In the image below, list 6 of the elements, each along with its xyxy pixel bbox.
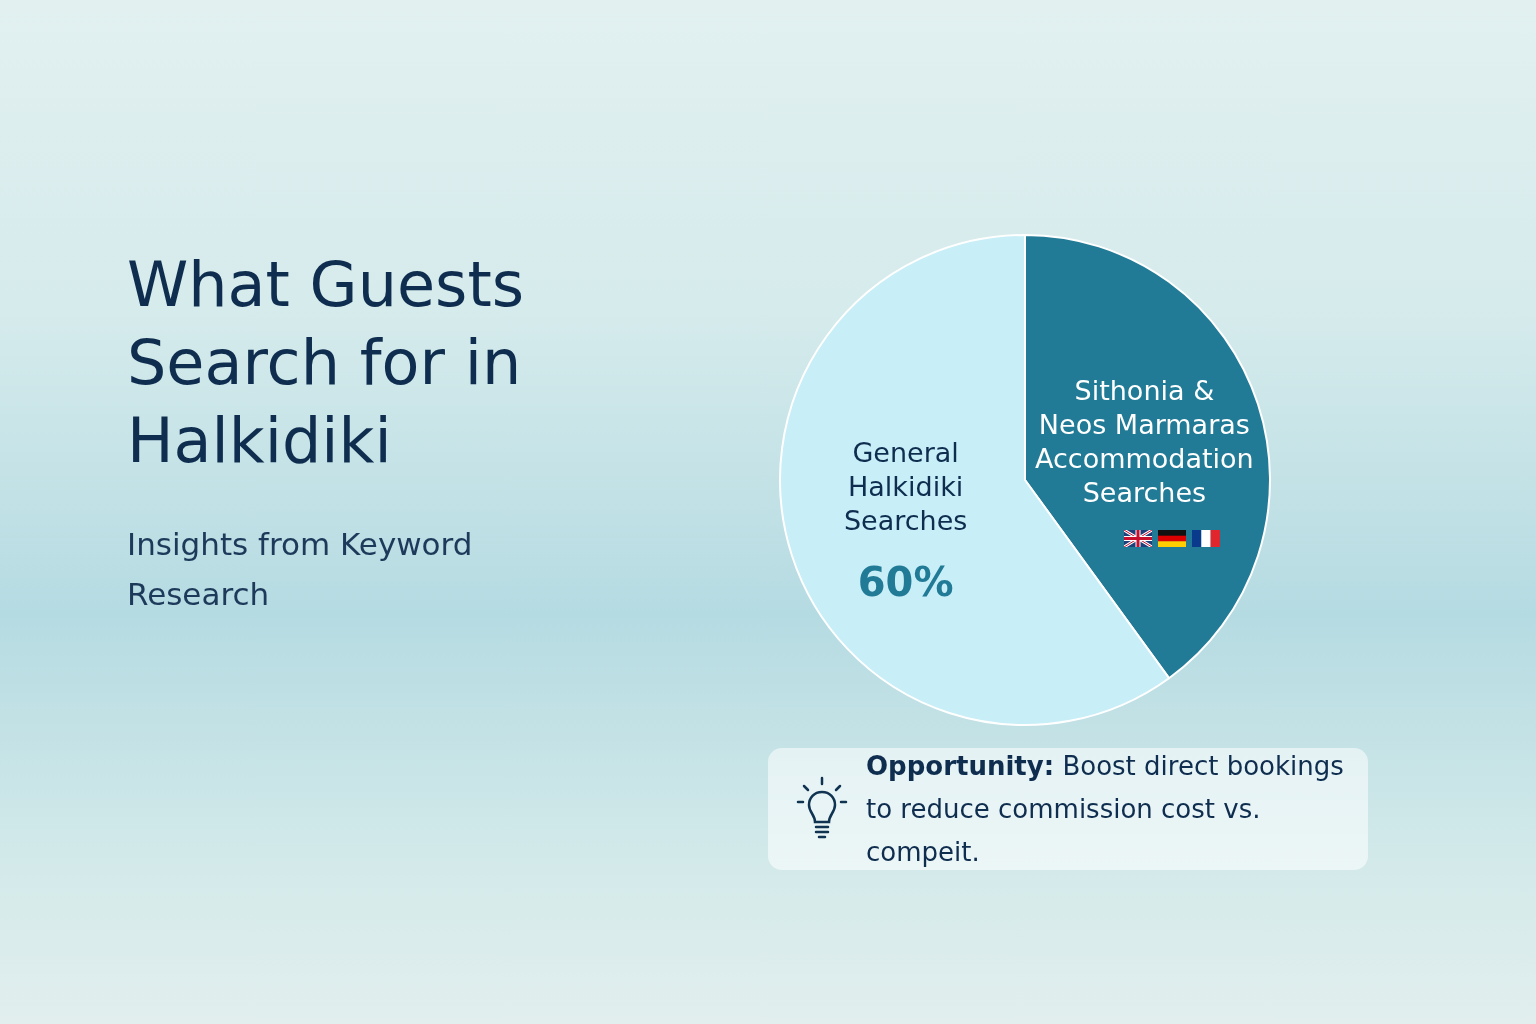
text: What Guests Search for in Halkidiki: [127, 247, 544, 477]
slice-label: Sithonia & Neos Marmaras Accommodation Searches: [1034, 374, 1254, 508]
text: Insights from Keyword Research: [127, 526, 483, 612]
slice-label: General Halkidiki Searches: [843, 437, 968, 537]
text: Opportunity:: [866, 750, 1055, 781]
data-label: 60%: [857, 558, 954, 605]
